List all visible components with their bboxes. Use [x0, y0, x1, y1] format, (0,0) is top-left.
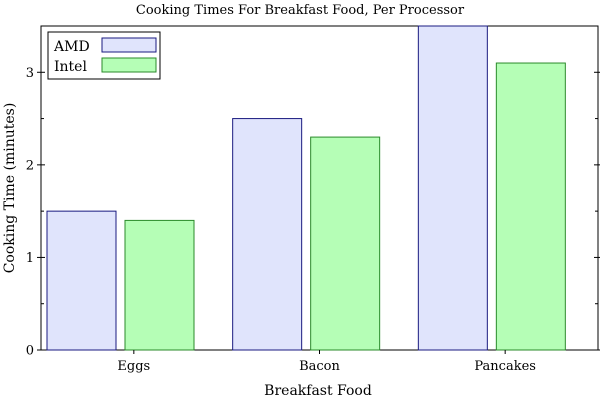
y-tick-label: 0 — [26, 344, 34, 359]
y-tick-label: 1 — [26, 251, 34, 266]
y-tick-label: 3 — [26, 66, 34, 81]
bars — [46, 25, 566, 351]
bar-amd-pancakes — [417, 25, 488, 351]
bar-intel-pancakes — [495, 62, 566, 351]
bar-amd-bacon — [232, 118, 303, 351]
x-tick-label-pancakes: Pancakes — [474, 359, 536, 374]
y-tick-label: 2 — [26, 158, 34, 173]
legend: AMD Intel — [47, 31, 161, 80]
x-tick-label-bacon: Bacon — [299, 359, 340, 374]
legend-swatch-amd — [101, 37, 157, 53]
legend-label-intel: Intel — [54, 59, 87, 75]
legend-swatch-intel — [101, 57, 157, 73]
bar-intel-bacon — [310, 136, 381, 351]
x-tick-label-eggs: Eggs — [117, 359, 150, 374]
chart-title: Cooking Times For Breakfast Food, Per Pr… — [136, 3, 465, 18]
axes: Eggs Bacon Pancakes 0 1 2 3 — [26, 66, 600, 374]
bar-intel-eggs — [124, 219, 195, 351]
bar-amd-eggs — [46, 210, 117, 351]
y-axis-label: Cooking Time (minutes) — [2, 103, 18, 274]
x-axis-label: Breakfast Food — [264, 383, 372, 399]
legend-label-amd: AMD — [53, 39, 90, 55]
